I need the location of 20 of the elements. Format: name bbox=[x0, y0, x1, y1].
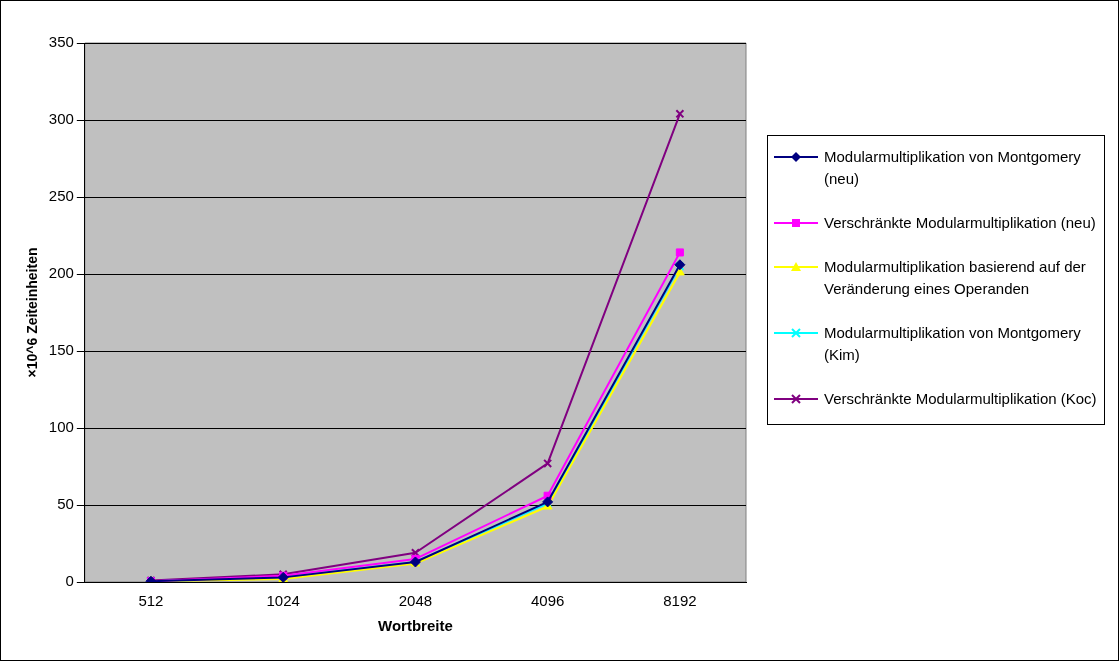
y-tick-label: 350 bbox=[48, 33, 74, 51]
y-tick-label: 300 bbox=[48, 110, 74, 128]
x-tick-label: 1024 bbox=[266, 592, 300, 610]
x-axis-title: Wortbreite bbox=[378, 617, 453, 635]
legend-label: Verschränkte Modularmultiplikation (Koc) bbox=[824, 389, 1097, 409]
x-tick-label: 8192 bbox=[663, 592, 697, 610]
legend-label: Verschränkte Modularmultiplikation (neu) bbox=[824, 213, 1096, 233]
y-tick-label: 50 bbox=[57, 495, 74, 513]
y-tick-label: 200 bbox=[48, 264, 74, 282]
x-tick-label: 4096 bbox=[530, 592, 565, 610]
y-tick-label: 100 bbox=[48, 418, 74, 436]
y-tick-label: 150 bbox=[48, 341, 74, 359]
y-tick-label: 0 bbox=[65, 572, 74, 590]
y-tick-label: 250 bbox=[48, 187, 74, 205]
x-tick-label: 512 bbox=[138, 592, 164, 610]
legend-label: Modularmultiplikation basierend auf der Veränderung eines Operanden bbox=[824, 257, 1087, 299]
x-tick-label: 2048 bbox=[398, 592, 433, 610]
y-axis-title: ×10^6 Zeiteinheiten bbox=[24, 247, 41, 378]
legend-label: Modularmultiplikation von Montgomery (neu) bbox=[824, 147, 1082, 189]
legend-label: Modularmultiplikation von Montgomery (Kim) bbox=[824, 323, 1082, 365]
